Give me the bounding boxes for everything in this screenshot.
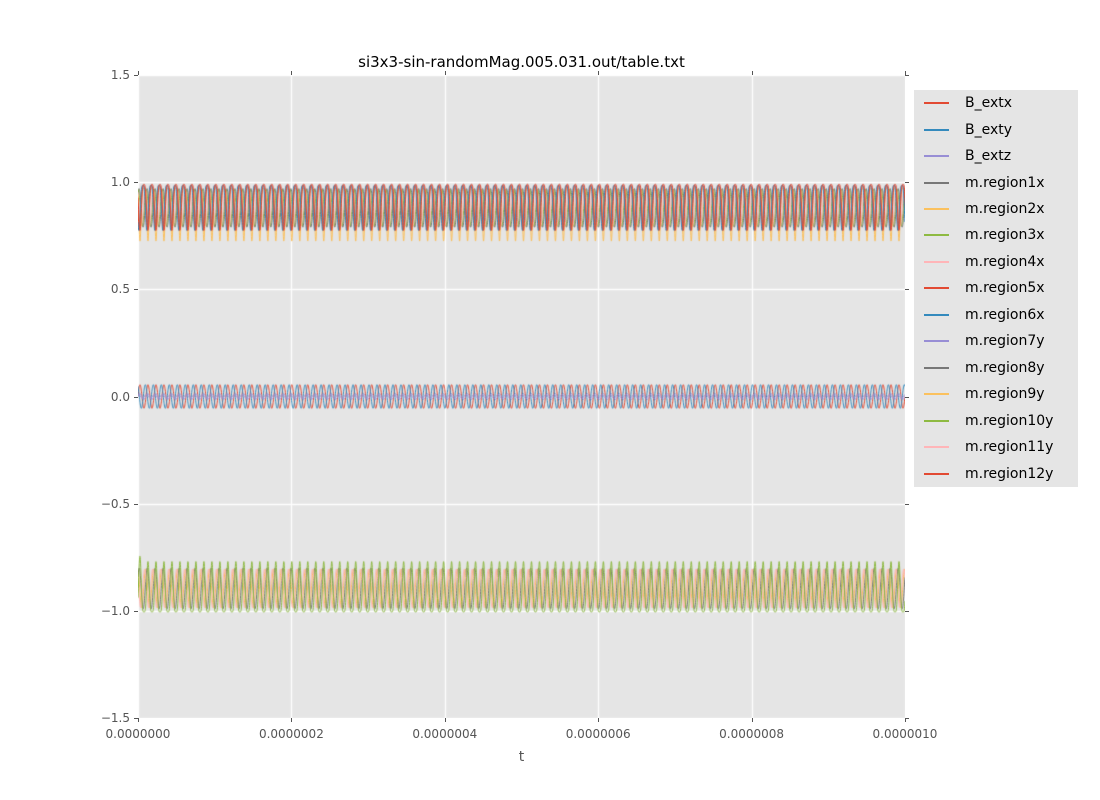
- y-tick-label: 0.0: [110, 389, 130, 404]
- legend-label: m.region2x: [965, 201, 1045, 218]
- legend-line-sample: [924, 393, 949, 396]
- x-tick-mark: [138, 718, 139, 722]
- x-tick-label: 0.0000004: [412, 727, 478, 741]
- legend-label: m.region7y: [965, 333, 1045, 350]
- y-tick-mark: [134, 718, 138, 719]
- legend-line-sample: [924, 446, 949, 449]
- legend-label: m.region6x: [965, 306, 1045, 323]
- legend-line-sample: [924, 287, 949, 290]
- y-tick-mark: [134, 396, 138, 398]
- x-tick-mark: [905, 718, 906, 722]
- legend-line-sample: [924, 366, 949, 369]
- y-tick-label: 1.0: [110, 175, 130, 190]
- legend-label: m.region10y: [965, 412, 1054, 429]
- x-tick-label: 0.0000002: [258, 727, 324, 741]
- legend-entry: m.region5x: [914, 275, 1078, 301]
- legend-label: m.region8y: [965, 359, 1045, 376]
- legend-line-sample: [924, 234, 949, 237]
- y-tick-mark-right: [905, 610, 909, 612]
- legend-entry: m.region10y: [914, 408, 1078, 434]
- legend-entry: m.region1x: [914, 170, 1078, 196]
- y-tick-mark: [134, 75, 138, 76]
- y-tick-label: −1.5: [100, 711, 130, 725]
- legend-entry: m.region3x: [914, 222, 1078, 248]
- x-tick-mark: [291, 718, 293, 722]
- y-tick-mark-right: [905, 718, 909, 719]
- x-tick-mark: [444, 718, 446, 722]
- legend-entry: m.region7y: [914, 328, 1078, 354]
- legend-label: m.region4x: [965, 253, 1045, 270]
- legend-entry: m.region4x: [914, 249, 1078, 275]
- legend-entry: B_exty: [914, 117, 1078, 143]
- y-tick-label: −1.0: [100, 603, 130, 618]
- y-tick-mark: [134, 289, 138, 291]
- legend-line-sample: [924, 313, 949, 316]
- legend-entry: B_extx: [914, 90, 1078, 116]
- x-tick-mark: [751, 718, 753, 722]
- legend-entry: m.region12y: [914, 461, 1078, 487]
- legend-label: B_exty: [965, 121, 1013, 138]
- x-tick-mark: [598, 718, 600, 722]
- chart-canvas: [138, 75, 905, 718]
- legend-line-sample: [924, 181, 949, 184]
- x-tick-mark-top: [291, 71, 293, 75]
- legend-line-sample: [924, 472, 949, 475]
- legend-entry: m.region2x: [914, 196, 1078, 222]
- legend-entry: B_extz: [914, 143, 1078, 169]
- x-tick-mark-top: [751, 71, 753, 75]
- y-tick-mark-right: [905, 289, 909, 291]
- legend-entry: m.region8y: [914, 355, 1078, 381]
- x-tick-label: 0.0000008: [719, 727, 785, 741]
- x-tick-label: 0.0000000: [105, 727, 171, 741]
- legend-entry: m.region6x: [914, 302, 1078, 328]
- y-tick-label: −0.5: [100, 496, 130, 511]
- x-tick-mark-top: [444, 71, 446, 75]
- y-tick-mark-right: [905, 503, 909, 505]
- legend-entry: m.region11y: [914, 434, 1078, 460]
- x-tick-mark-top: [598, 71, 600, 75]
- x-tick-mark-top: [138, 71, 139, 75]
- y-tick-mark: [134, 503, 138, 505]
- legend-label: B_extx: [965, 95, 1013, 112]
- legend-label: m.region1x: [965, 174, 1045, 191]
- plot-title: si3x3-sin-randomMag.005.031.out/table.tx…: [358, 53, 685, 71]
- y-tick-mark-right: [905, 75, 909, 76]
- legend-label: m.region11y: [965, 439, 1054, 456]
- x-tick-label: 0.0000010: [872, 727, 938, 741]
- legend-line-sample: [924, 260, 949, 263]
- legend-label: m.region9y: [965, 386, 1045, 403]
- legend-line-sample: [924, 102, 949, 105]
- y-tick-label: 1.5: [110, 68, 130, 82]
- legend-label: m.region5x: [965, 280, 1045, 297]
- legend: B_extx B_exty B_extz m.region1x m.region2x m.…: [914, 90, 1078, 487]
- legend-line-sample: [924, 419, 949, 422]
- y-tick-mark-right: [905, 396, 909, 398]
- y-tick-mark: [134, 610, 138, 612]
- y-tick-label: 0.5: [110, 282, 130, 297]
- legend-label: B_extz: [965, 148, 1012, 165]
- legend-line-sample: [924, 208, 949, 211]
- plot-area: [138, 75, 905, 718]
- legend-label: m.region12y: [965, 465, 1054, 482]
- y-tick-mark: [134, 182, 138, 184]
- legend-label: m.region3x: [965, 227, 1045, 244]
- x-axis-label: t: [518, 749, 525, 765]
- legend-entry: m.region9y: [914, 381, 1078, 407]
- x-tick-mark-top: [905, 71, 906, 75]
- legend-line-sample: [924, 128, 949, 131]
- legend-line-sample: [924, 155, 949, 158]
- x-tick-label: 0.0000006: [565, 727, 631, 741]
- y-tick-mark-right: [905, 182, 909, 184]
- legend-line-sample: [924, 340, 949, 343]
